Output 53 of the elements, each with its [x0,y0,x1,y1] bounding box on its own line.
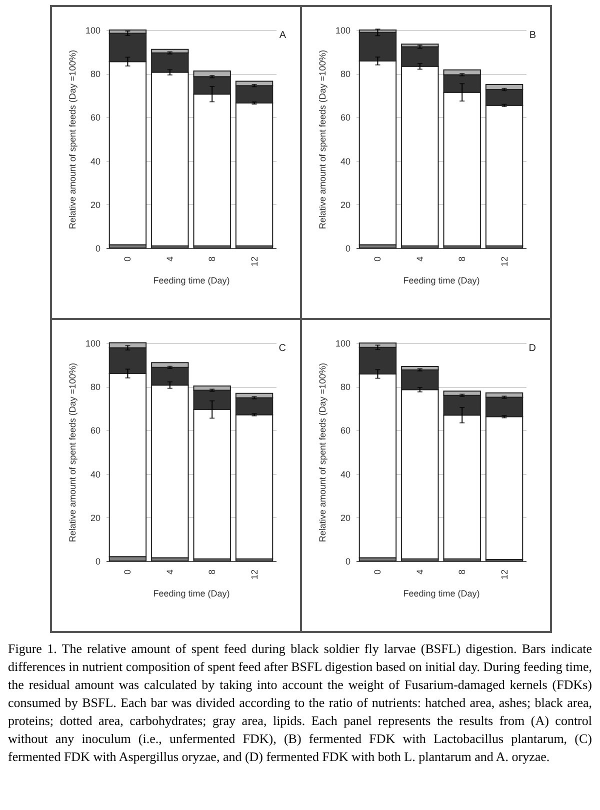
y-tick-label: 80 [340,382,350,392]
y-tick-label: 60 [340,426,350,436]
y-tick-label: 100 [335,338,350,348]
y-tick-label: 80 [340,69,350,80]
x-tick-label: 12 [499,256,510,267]
y-tick-label: 40 [90,156,100,166]
x-tick-label: 8 [207,256,218,262]
x-tick-label: 0 [372,256,383,262]
y-tick-label: 60 [90,426,100,436]
y-tick-label: 40 [90,469,100,480]
y-tick-label: 0 [95,244,100,254]
x-tick-label: 8 [207,570,218,575]
x-tick-label: 4 [164,256,175,262]
x-tick-label: 4 [164,570,175,575]
x-tick-label: 8 [457,256,468,262]
x-tick-label: 12 [499,570,510,580]
y-axis-title: Relative amount of spent feeds (Day =100%) [317,362,328,542]
y-tick-label: 20 [90,512,100,523]
y-tick-label: 20 [340,512,350,523]
y-tick-label: 20 [90,200,100,210]
x-axis-title: Feeding time (Day) [153,276,230,286]
chart-title: C [278,343,286,354]
x-tick-label: 12 [249,570,260,580]
y-tick-label: 60 [340,112,350,123]
y-axis-title: Relative amount of spent feeds (Day =100%) [67,50,78,230]
x-tick-label: 4 [414,256,425,262]
chart-title: B [529,30,536,41]
y-tick-label: 100 [335,26,350,36]
x-axis-title: Feeding time (Day) [153,588,230,599]
x-axis-title: Feeding time (Day) [403,276,480,286]
y-tick-label: 100 [85,338,100,348]
y-tick-label: 40 [340,469,350,480]
y-axis-title: Relative amount of spent feeds (Day =100%) [317,50,328,230]
y-tick-label: 0 [345,556,350,566]
y-tick-label: 20 [340,200,350,210]
y-tick-label: 60 [90,112,100,123]
x-axis-title: Feeding time (Day) [403,588,480,599]
x-tick-label: 8 [457,570,468,575]
x-tick-label: 0 [122,570,133,575]
x-tick-label: 0 [122,256,133,262]
y-tick-label: 80 [90,382,100,392]
caption: Figure 1. The relative amount of spent feed during black soldier fly larvae (BSFL) digestion. Bars indicate differences in nutrient composition of spent feed after BSFL digestion based on initial day. During feeding time, the residual amount was calculated by taking into account the weight of Fusarium-damaged kernels (FDKs) consumed by BSFL. Each bar was divided according to the ratio of nutrients: hatched area, ashes; black area, proteins; dotted area, carbohydrates; gray area, lipids. Each panel represents the results from (A) control without any inoculum (i.e., unfermented FDK), (B) fermented FDK with Lactobacillus plantarum, (C) fermented FDK with Aspergillus oryzae, and (D) fermented FDK with both L. plantarum and A. oryzae. [8,640,592,766]
y-axis-title: Relative amount of spent feeds (Day =100%) [67,362,78,542]
chart-title: A [279,30,286,41]
chart-title: D [528,343,536,354]
x-tick-label: 0 [372,570,383,575]
x-tick-label: 4 [414,570,425,575]
y-tick-label: 0 [95,556,100,566]
y-tick-label: 80 [90,69,100,80]
y-tick-label: 40 [340,156,350,166]
y-tick-label: 100 [85,26,100,36]
x-tick-label: 12 [249,256,260,267]
y-tick-label: 0 [345,244,350,254]
